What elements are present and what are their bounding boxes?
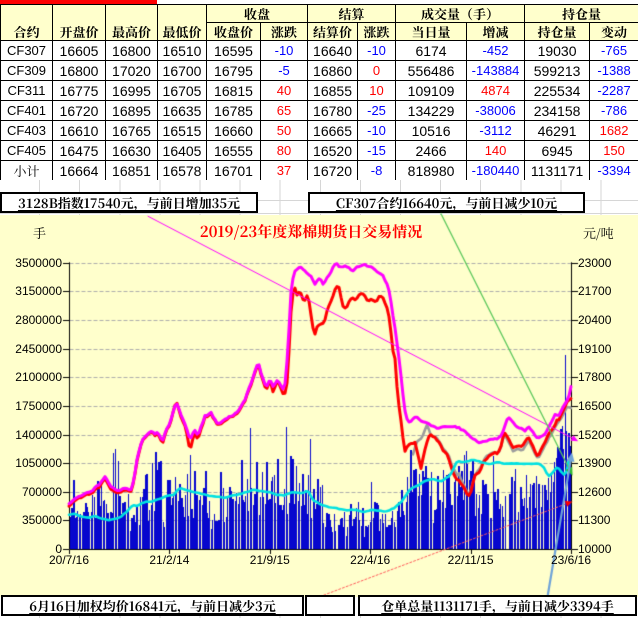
right-axis-tick-label: 15200 <box>578 427 612 442</box>
empty-cell-box[interactable] <box>305 595 355 616</box>
right-axis-tick-label: 13900 <box>578 456 612 471</box>
right-axis-tick-label: 20400 <box>578 313 612 328</box>
left-axis-tick-label: 0 <box>55 542 62 556</box>
left-axis-tick-label: 1400000 <box>15 427 62 442</box>
left-axis-tick-label: 2450000 <box>15 341 62 356</box>
chart-title: 2019/23年度郑棉期货日交易情况 <box>199 221 423 242</box>
left-axis-tick-label: 700000 <box>21 484 62 499</box>
x-axis-tick-label: 21/2/14 <box>149 553 190 567</box>
x-axis-tick-label: 23/6/16 <box>550 553 592 567</box>
right-axis-tick-label: 23000 <box>578 255 612 270</box>
left-axis-tick-label: 1750000 <box>15 398 62 413</box>
left-axis-tick-label: 3500000 <box>15 255 62 270</box>
x-axis-tick-label: 21/9/15 <box>249 553 290 567</box>
right-axis-unit-label: 元/吨 <box>583 223 614 242</box>
right-axis-tick-label: 19100 <box>578 341 612 356</box>
x-axis-tick-label: 22/11/15 <box>447 553 494 567</box>
left-axis-tick-label: 2800000 <box>15 313 62 328</box>
right-axis-tick-label: 11300 <box>578 513 611 528</box>
left-axis-tick-label: 350000 <box>21 513 62 528</box>
warehouse-receipt-info-box[interactable]: 仓单总量1131171手，与前日减少3394手 <box>358 595 637 616</box>
left-axis-unit-label: 手 <box>33 223 47 242</box>
weighted-price-info-box[interactable]: 6月16日加权均价16841元，与前日减少3元 <box>1 595 304 616</box>
left-axis-tick-label: 3150000 <box>15 284 62 299</box>
x-axis-tick-label: 22/4/16 <box>350 553 391 567</box>
right-axis-tick-label: 16500 <box>578 398 612 413</box>
left-axis-tick-label: 2100000 <box>15 370 62 385</box>
right-axis-tick-label: 17800 <box>578 370 612 385</box>
x-axis-tick-label: 20/7/16 <box>48 553 90 567</box>
left-axis-tick-label: 1050000 <box>15 456 62 471</box>
right-axis-tick-label: 21700 <box>578 284 612 299</box>
right-axis-tick-label: 12600 <box>578 484 612 499</box>
info-box-text: 6月16日加权均价16841元，与前日减少3元 <box>29 596 276 615</box>
right-axis-tick-label: 10000 <box>578 542 612 556</box>
info-box-text: 仓单总量1131171手，与前日减少3394手 <box>381 596 614 615</box>
sheet-grid-band-bottom <box>0 615 638 618</box>
